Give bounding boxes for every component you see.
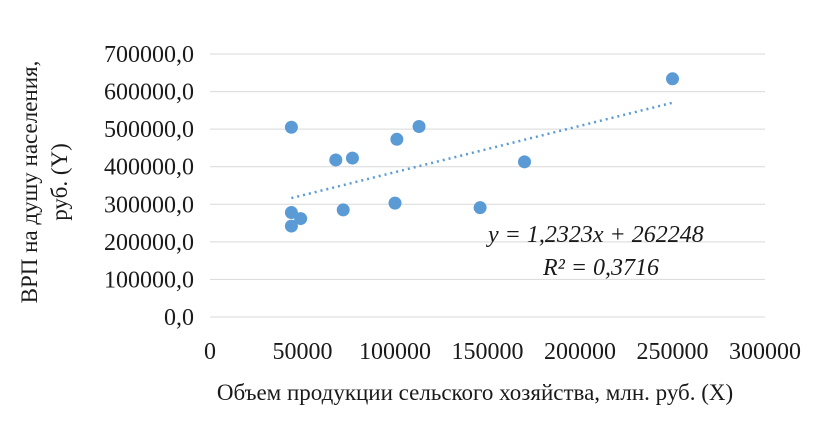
data-point-0-2	[284, 219, 298, 233]
y-tick-label-3: 300000,0	[104, 192, 194, 218]
y-tick-label-4: 400000,0	[104, 155, 194, 181]
x-tick-label-1: 50000	[273, 339, 333, 365]
gridlines	[210, 53, 765, 318]
data-point-0-8	[390, 132, 404, 146]
x-tick-label-3: 150000	[452, 339, 524, 365]
y-axis-title: ВРП на душу населения, руб. (Y)	[17, 61, 72, 304]
data-point-0-6	[345, 151, 359, 165]
y-tick-label-6: 600000,0	[104, 80, 194, 106]
y-tick-label-5: 500000,0	[104, 117, 194, 143]
y-tick-label-2: 200000,0	[104, 230, 194, 256]
x-tick-label-2: 100000	[359, 339, 431, 365]
data-point-0-0	[284, 120, 298, 134]
x-tick-label-5: 250000	[637, 339, 709, 365]
x-axis-tick-labels: 0 50000 100000 150000 200000 250000 300000	[204, 339, 801, 365]
trendline-group	[291, 101, 673, 200]
trendline-equation: y = 1,2323x + 262248	[486, 222, 704, 248]
y-axis-title-line-2: руб. (Y)	[47, 143, 72, 221]
y-axis-tick-labels: 0,0 100000,0 200000,0 300000,0 400000,0 50000…	[104, 42, 194, 331]
data-point-0-3	[294, 212, 308, 226]
x-axis-title: Объем продукции сельского хозяйства, млн…	[217, 380, 733, 405]
data-point-0-11	[518, 155, 531, 169]
data-points	[284, 72, 679, 233]
data-point-0-4	[329, 153, 343, 167]
y-axis-title-line-1: ВРП на душу населения,	[17, 61, 42, 304]
x-tick-label-4: 200000	[544, 339, 616, 365]
data-point-0-5	[336, 203, 350, 217]
y-tick-label-1: 100000,0	[104, 267, 194, 293]
trendline-r-squared: R² = 0,3716	[542, 255, 659, 281]
data-point-0-1	[284, 206, 298, 220]
data-point-0-12	[666, 72, 679, 86]
y-tick-label-0: 0,0	[164, 305, 194, 331]
y-tick-label-7: 700000,0	[104, 42, 194, 68]
data-point-0-10	[473, 201, 487, 215]
x-tick-label-0: 0	[204, 339, 216, 365]
x-tick-label-6: 300000	[729, 339, 801, 365]
data-point-0-9	[412, 120, 426, 134]
trendline	[291, 101, 673, 200]
data-point-0-7	[388, 196, 402, 210]
